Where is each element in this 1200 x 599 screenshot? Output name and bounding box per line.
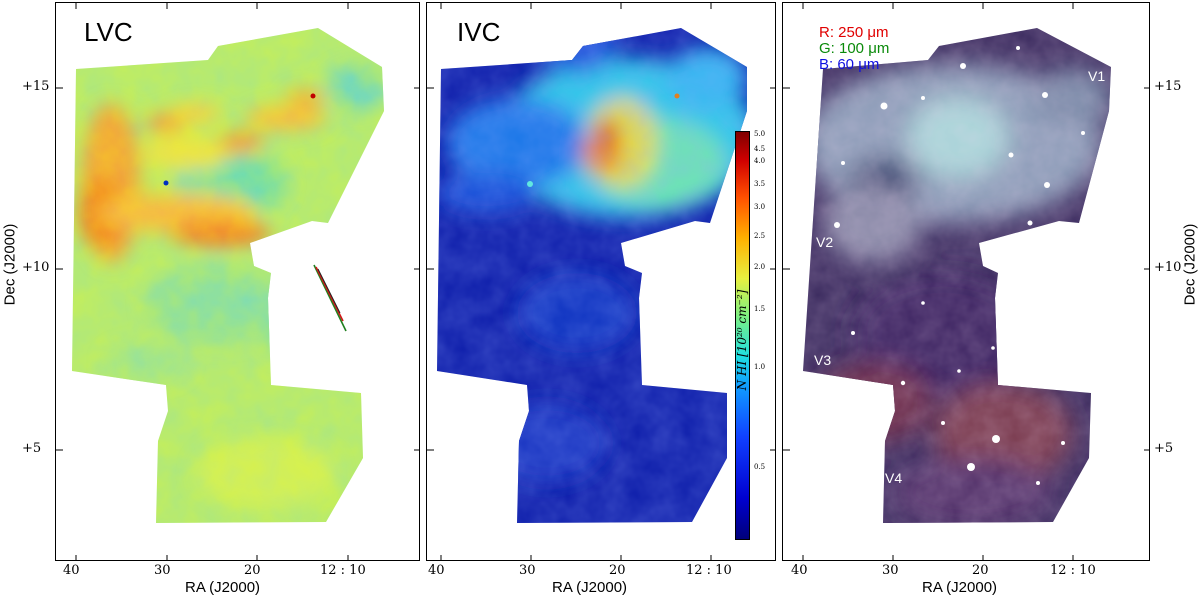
x-tick-label: 12 : 10 xyxy=(686,563,732,578)
colorbar-tick-label: 3.5 xyxy=(754,180,766,188)
legend-b: B: 60 μm xyxy=(819,56,880,73)
colorbar-tick-label: 5.0 xyxy=(754,130,766,138)
panel-title: LVC xyxy=(84,17,133,47)
y-tick-label: +15 xyxy=(1154,79,1182,94)
x-tick-label: 20 xyxy=(609,563,626,578)
x-tick-label: 40 xyxy=(791,563,808,578)
region-label-v3: V3 xyxy=(814,352,832,368)
x-axis-label: RA (J2000) xyxy=(552,579,628,596)
x-tick-label: 40 xyxy=(63,563,80,578)
blue-spot xyxy=(163,180,169,186)
colorbar-label: N HI [10²⁰ cm⁻²] xyxy=(735,289,749,391)
x-tick-label: 30 xyxy=(154,563,171,578)
x-tick-label: 30 xyxy=(519,563,536,578)
ivc-map xyxy=(427,3,775,560)
rgb-panel: R: 250 μm G: 100 μm B: 60 μm V1 V2 V3 V4 xyxy=(782,2,1150,561)
colorbar-tick-label: 2.0 xyxy=(754,263,766,271)
rgb-composite-map xyxy=(783,3,1149,560)
legend-r: R: 250 μm xyxy=(819,24,889,41)
x-tick-label: 20 xyxy=(244,563,261,578)
lvc-map xyxy=(56,3,419,560)
y-axis-label: Dec (J2000) xyxy=(1,223,19,306)
colorbar-tick-label: 3.0 xyxy=(754,203,766,211)
x-tick-label: 30 xyxy=(882,563,899,578)
green-arrow xyxy=(313,264,347,332)
colorbar-tick-label: 4.5 xyxy=(754,145,766,153)
x-tick-label: 20 xyxy=(972,563,989,578)
colorbar-tick-label: 2.5 xyxy=(754,232,766,240)
region-label-v4: V4 xyxy=(885,470,903,486)
y-tick-label: +5 xyxy=(1154,441,1174,456)
lvc-panel: LVC xyxy=(55,2,420,561)
y-tick-label: +10 xyxy=(1154,260,1182,275)
y-tick-label: +15 xyxy=(22,79,50,94)
colorbar-tick-label: 1.5 xyxy=(754,305,766,313)
x-axis-label: RA (J2000) xyxy=(922,579,998,596)
x-tick-label: 12 : 10 xyxy=(1050,563,1096,578)
region-label-v1: V1 xyxy=(1088,68,1106,84)
x-tick-label: 40 xyxy=(428,563,445,578)
colorbar-tick-label: 0.5 xyxy=(754,463,766,471)
panel-title: IVC xyxy=(457,17,501,47)
colorbar-tick-label: 1.0 xyxy=(754,363,766,371)
region-label-v2: V2 xyxy=(816,234,834,250)
legend-g: G: 100 μm xyxy=(819,40,890,57)
colorbar-tick-label: 4.0 xyxy=(754,157,766,165)
colorbar xyxy=(735,131,750,540)
black-arrow xyxy=(317,268,341,314)
ivc-panel: IVC xyxy=(426,2,776,561)
x-tick-label: 12 : 10 xyxy=(320,563,366,578)
y-tick-label: +5 xyxy=(22,441,42,456)
y-axis-label-right: Dec (J2000) xyxy=(1181,223,1199,306)
y-tick-label: +10 xyxy=(22,260,50,275)
red-spot xyxy=(310,93,316,99)
red-arrow xyxy=(315,266,344,322)
x-axis-label: RA (J2000) xyxy=(185,579,261,596)
